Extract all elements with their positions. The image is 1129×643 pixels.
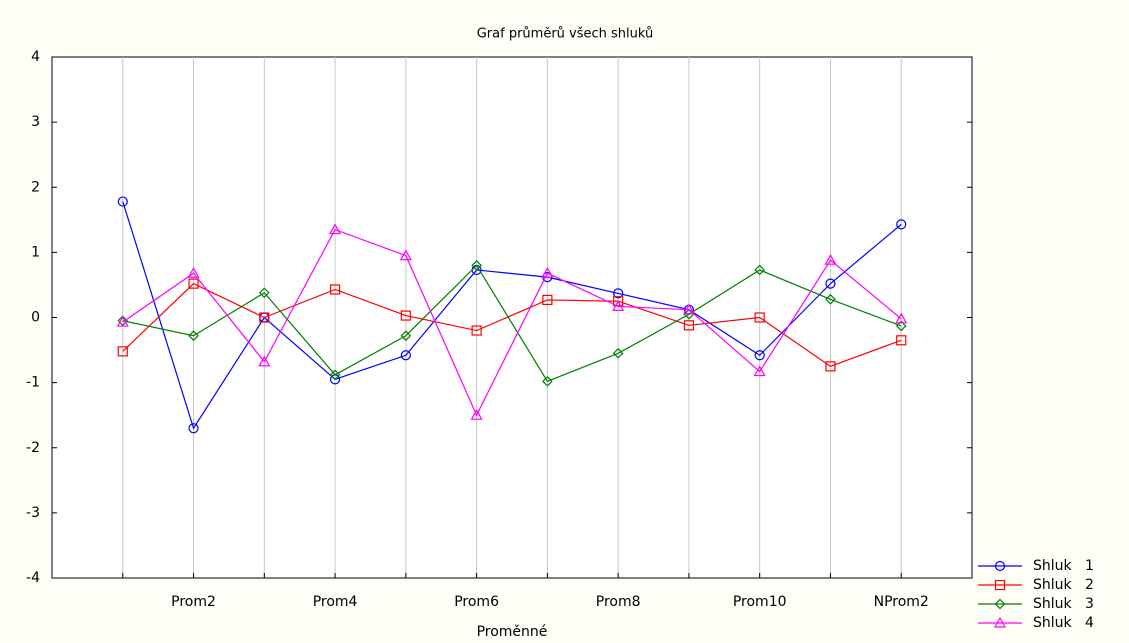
marker — [895, 320, 907, 332]
marker — [612, 347, 624, 359]
marker — [753, 365, 766, 377]
marker — [329, 223, 342, 235]
marker — [400, 330, 412, 342]
marker — [471, 260, 482, 271]
marker — [993, 616, 1007, 628]
marker — [471, 325, 482, 336]
marker — [116, 315, 129, 327]
legend-label: Shluk 1 — [1033, 558, 1094, 574]
marker — [682, 303, 695, 315]
marker — [117, 196, 128, 207]
marker — [895, 312, 908, 324]
marker — [542, 294, 553, 306]
marker — [117, 346, 128, 357]
marker — [258, 355, 271, 367]
marker — [754, 264, 766, 276]
marker — [541, 266, 554, 278]
marker — [329, 369, 341, 381]
marker — [612, 300, 625, 312]
x-tick-label: NProm2 — [874, 594, 929, 610]
marker — [258, 287, 270, 299]
y-tick-label: -4 — [26, 570, 40, 586]
marker — [613, 288, 624, 299]
marker — [754, 350, 765, 361]
chart-title: Graf průměrů všech shluků — [477, 27, 654, 42]
marker — [824, 253, 837, 265]
marker — [825, 361, 836, 372]
y-tick-label: -2 — [26, 440, 40, 456]
series-line — [122, 282, 902, 368]
marker — [399, 249, 412, 261]
y-tick-label: 1 — [31, 244, 40, 260]
x-tick-label: Prom2 — [171, 594, 216, 610]
legend-label: Shluk 3 — [1033, 596, 1094, 612]
marker — [470, 408, 483, 420]
y-tick-label: 2 — [31, 179, 40, 195]
x-axis-label: Proměnné — [477, 624, 548, 640]
legend-label: Shluk 2 — [1033, 577, 1094, 593]
marker — [188, 278, 199, 289]
series-line — [122, 264, 902, 383]
y-tick-label: -3 — [26, 505, 40, 521]
marker — [187, 266, 200, 278]
marker — [994, 598, 1006, 610]
marker — [825, 278, 836, 289]
plot-area — [51, 56, 973, 579]
marker — [400, 310, 411, 321]
marker — [542, 375, 553, 387]
series-line — [122, 228, 902, 417]
marker — [896, 219, 907, 230]
marker — [188, 330, 199, 342]
marker — [188, 423, 199, 434]
series-line — [122, 201, 902, 430]
marker — [754, 312, 765, 323]
y-tick-label: 4 — [31, 49, 40, 65]
marker — [683, 320, 695, 331]
marker — [400, 350, 411, 361]
marker — [259, 312, 270, 323]
y-tick-label: -1 — [26, 375, 40, 391]
y-tick-label: 3 — [31, 114, 40, 130]
x-tick-label: Prom6 — [454, 594, 499, 610]
marker — [329, 284, 341, 295]
marker — [825, 293, 836, 305]
x-tick-label: Prom10 — [733, 594, 787, 610]
marker — [994, 560, 1006, 572]
marker — [613, 296, 624, 307]
x-tick-label: Prom8 — [596, 594, 641, 610]
marker — [896, 335, 907, 346]
legend-label: Shluk 4 — [1033, 615, 1094, 631]
y-tick-label: 0 — [31, 310, 40, 326]
marker — [994, 579, 1006, 591]
x-tick-label: Prom4 — [313, 594, 358, 610]
marker — [117, 315, 129, 327]
